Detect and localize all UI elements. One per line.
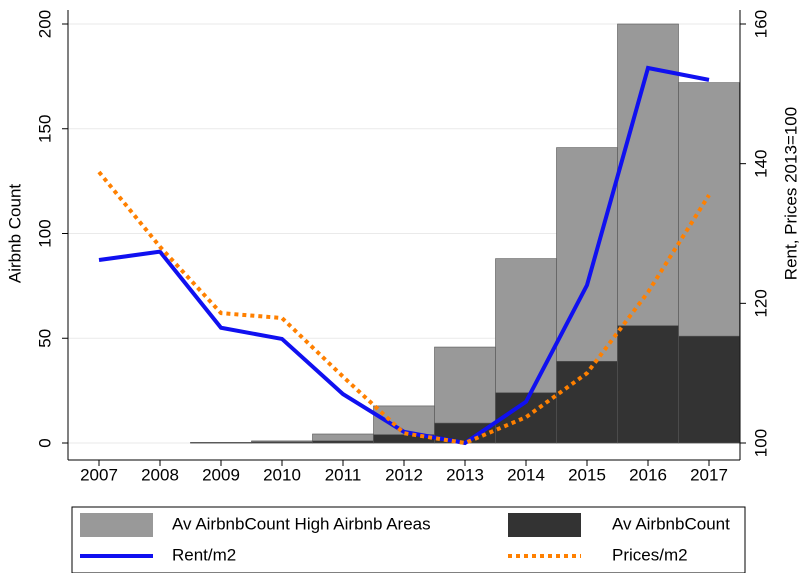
y2-tick-label: 100 [751,429,770,457]
x-tick-label: 2008 [141,465,179,484]
x-tick-label: 2011 [325,465,362,484]
x-tick-label: 2013 [446,465,484,484]
y-axis-label: Airbnb Count [5,184,24,284]
y2-tick-label: 120 [751,289,770,317]
x-tick-label: 2015 [568,465,606,484]
legend-label: Av AirbnbCount [612,514,730,533]
y2-axis-label: Rent, Prices 2013=100 [781,107,800,280]
bar [190,442,252,444]
y2-tick-label: 140 [751,149,770,177]
x-tick-label: 2010 [263,465,301,484]
legend-swatch [508,513,581,537]
y-tick-label: 50 [35,329,54,348]
y-tick-label: 100 [35,219,54,247]
x-tick-label: 2016 [629,465,667,484]
legend-label: Av AirbnbCount High Airbnb Areas [172,514,431,533]
x-tick-label: 2009 [202,465,240,484]
bar [617,325,679,444]
legend-swatch [80,513,153,537]
line [98,65,710,446]
legend-label: Prices/m2 [612,545,688,564]
x-tick-label: 2012 [385,465,423,484]
x-tick-label: 2007 [80,465,118,484]
bar [678,335,740,444]
x-tick-label: 2017 [690,465,728,484]
bar [251,441,313,444]
y-tick-label: 200 [35,10,54,38]
y2-tick-label: 160 [751,10,770,38]
y-tick-label: 0 [35,438,54,447]
legend-label: Rent/m2 [172,545,236,564]
y-tick-label: 150 [35,115,54,143]
x-tick-label: 2014 [507,465,545,484]
legend-box [71,506,746,573]
bar [312,440,374,444]
